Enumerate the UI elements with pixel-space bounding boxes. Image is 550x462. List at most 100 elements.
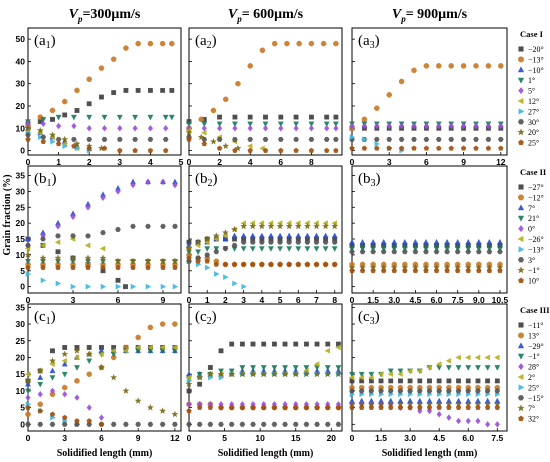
data-point <box>250 421 256 427</box>
data-point <box>259 47 266 54</box>
data-point <box>454 238 461 245</box>
data-point <box>213 261 220 267</box>
data-point <box>186 421 192 427</box>
data-point <box>286 232 293 239</box>
x-tick-label: 0 <box>350 157 355 167</box>
data-point <box>314 421 320 427</box>
data-point <box>475 417 481 425</box>
data-point <box>195 258 201 264</box>
data-point <box>445 357 452 364</box>
data-point <box>448 63 455 69</box>
data-point <box>25 235 31 242</box>
data-point <box>497 238 503 245</box>
data-point <box>40 134 47 140</box>
data-point <box>74 378 80 384</box>
data-point <box>465 238 472 245</box>
data-point <box>465 404 471 410</box>
x-tick-label: 0 <box>26 433 31 443</box>
data-point <box>335 404 342 410</box>
data-point <box>101 114 108 121</box>
data-point <box>268 239 274 245</box>
data-point <box>258 246 265 252</box>
data-point <box>401 238 408 245</box>
data-point <box>98 421 105 427</box>
data-point <box>423 122 429 130</box>
data-point <box>517 342 525 349</box>
data-point <box>323 121 330 128</box>
legend-entry-label: −29° <box>528 342 544 351</box>
series <box>349 238 503 245</box>
data-point <box>62 345 68 350</box>
data-point <box>444 267 450 274</box>
legend-title: Case II <box>520 167 547 177</box>
data-point <box>231 261 238 267</box>
legend-entry-label: −1° <box>528 352 540 361</box>
data-point <box>241 283 247 290</box>
data-point <box>239 341 245 347</box>
data-point <box>114 257 122 265</box>
data-point <box>160 178 166 186</box>
data-point <box>476 267 482 274</box>
data-point <box>331 232 338 239</box>
data-point <box>197 381 203 387</box>
y-tick-label: 5 <box>20 266 25 276</box>
data-point <box>320 40 327 47</box>
data-point <box>380 249 387 255</box>
data-point <box>362 136 368 143</box>
series <box>25 87 175 127</box>
data-point <box>436 410 442 418</box>
panel-label-sub: 3 <box>370 40 375 51</box>
legend-entry-label: 10° <box>528 277 539 286</box>
data-point <box>349 249 355 255</box>
data-point <box>74 418 80 424</box>
data-point <box>50 116 55 122</box>
data-point <box>61 98 68 105</box>
data-point <box>402 267 408 274</box>
y-tick-label: 5 <box>20 403 25 413</box>
data-point <box>465 267 471 274</box>
series <box>186 255 338 267</box>
data-point <box>333 114 339 120</box>
data-point <box>86 114 93 121</box>
panel-label-close: ) <box>51 309 56 325</box>
data-point <box>201 136 208 142</box>
data-point <box>135 87 141 93</box>
data-point <box>461 122 467 130</box>
data-point <box>55 280 62 287</box>
y-tick-label: 15 <box>16 369 26 379</box>
data-point <box>270 370 278 378</box>
panel-label-main: (c <box>195 309 207 325</box>
series <box>25 321 178 418</box>
data-point <box>448 136 455 142</box>
data-point <box>485 145 492 151</box>
data-point <box>171 344 178 351</box>
data-point <box>86 371 92 377</box>
data-point <box>426 364 432 371</box>
data-point <box>169 87 175 93</box>
data-point <box>475 404 481 410</box>
data-point <box>204 258 210 264</box>
panel-label: (a3) <box>358 33 380 51</box>
data-point <box>235 80 241 87</box>
data-point <box>115 227 121 232</box>
y-tick-label: 20 <box>16 218 26 228</box>
data-point <box>308 147 315 153</box>
panel-label-main: (c <box>358 309 370 325</box>
data-point <box>25 264 31 270</box>
data-point <box>49 411 56 417</box>
data-point <box>322 261 329 267</box>
legend-entry-label: 13° <box>528 331 539 340</box>
data-point <box>159 344 165 351</box>
data-point <box>386 145 392 151</box>
data-point <box>271 421 278 427</box>
data-point <box>100 283 107 290</box>
data-point <box>465 249 472 255</box>
data-point <box>473 63 479 69</box>
data-point <box>110 56 117 62</box>
data-point <box>484 365 491 371</box>
data-point <box>247 114 253 120</box>
data-point <box>240 232 247 239</box>
x-axis-label: Solidified length (mm) <box>57 448 153 459</box>
data-point <box>162 114 169 121</box>
data-point <box>160 283 167 290</box>
